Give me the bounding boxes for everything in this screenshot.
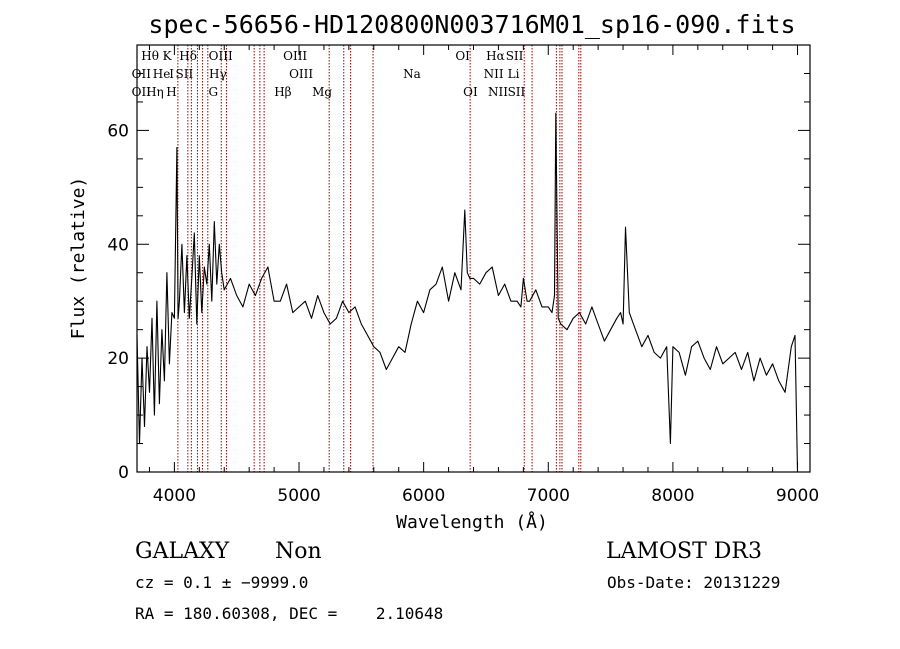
x-tick-label-0: 4000 xyxy=(153,486,196,506)
x-tick-label-3: 7000 xyxy=(527,486,570,506)
ra-dec-text: RA = 180.60308, DEC = 2.10648 xyxy=(135,604,443,623)
line-label-8: Hδ xyxy=(179,49,197,63)
line-label-9: SII xyxy=(176,67,194,81)
spectral-line-markers xyxy=(177,45,582,472)
line-label-6: H xyxy=(166,85,176,99)
line-label-15: OIII xyxy=(289,67,313,81)
line-label-7: I xyxy=(169,67,174,81)
spectrum-line xyxy=(136,112,799,473)
x-axis-ticks: 4000 5000 6000 7000 8000 9000 xyxy=(148,45,819,506)
line-label-18: OI xyxy=(455,49,470,63)
plot-frame xyxy=(136,44,811,473)
y-axis-label: Flux (relative) xyxy=(68,177,89,340)
survey-name: LAMOST DR3 xyxy=(606,539,762,564)
line-label-10: OIII xyxy=(209,49,233,63)
line-label-16: Mg xyxy=(312,85,332,99)
y-axis-ticks: 0 20 40 60 xyxy=(107,44,810,483)
line-label-23: SII xyxy=(506,49,524,63)
line-label-12: G xyxy=(209,85,219,99)
obs-date: Obs-Date: 20131229 xyxy=(607,573,780,592)
x-axis-label: Wavelength (Å) xyxy=(396,511,548,533)
line-label-11: Hγ xyxy=(209,67,227,81)
line-label-21: NII xyxy=(484,67,504,81)
line-label-1: OII xyxy=(132,67,152,81)
line-label-17: Na xyxy=(403,67,421,81)
x-tick-label-1: 5000 xyxy=(277,486,320,506)
line-label-20: Hα xyxy=(486,49,505,63)
x-tick-label-4: 8000 xyxy=(651,486,694,506)
chart-title: spec-56656-HD120800N003716M01_sp16-090.f… xyxy=(148,10,795,39)
line-label-13: Hβ xyxy=(274,85,291,99)
line-label-3: Hη xyxy=(146,85,164,99)
y-tick-label-0: 0 xyxy=(118,463,129,483)
line-label-5: K xyxy=(163,49,173,63)
object-class: GALAXY xyxy=(135,539,230,564)
y-tick-label-2: 40 xyxy=(107,235,129,255)
y-tick-label-1: 20 xyxy=(107,349,129,369)
redshift-text: cz = 0.1 ± −9999.0 xyxy=(135,573,308,592)
line-label-24: Li xyxy=(508,67,520,81)
line-label-14: OIII xyxy=(283,49,307,63)
line-label-2: Hθ xyxy=(141,49,159,63)
x-tick-label-2: 6000 xyxy=(402,486,445,506)
line-label-19: OI xyxy=(463,85,478,99)
x-tick-label-5: 9000 xyxy=(776,486,819,506)
line-label-4: He xyxy=(153,67,171,81)
line-label-22: NII xyxy=(488,85,508,99)
object-subclass: Non xyxy=(275,539,322,564)
y-tick-label-3: 60 xyxy=(107,121,129,141)
line-label-25: SII xyxy=(508,85,526,99)
